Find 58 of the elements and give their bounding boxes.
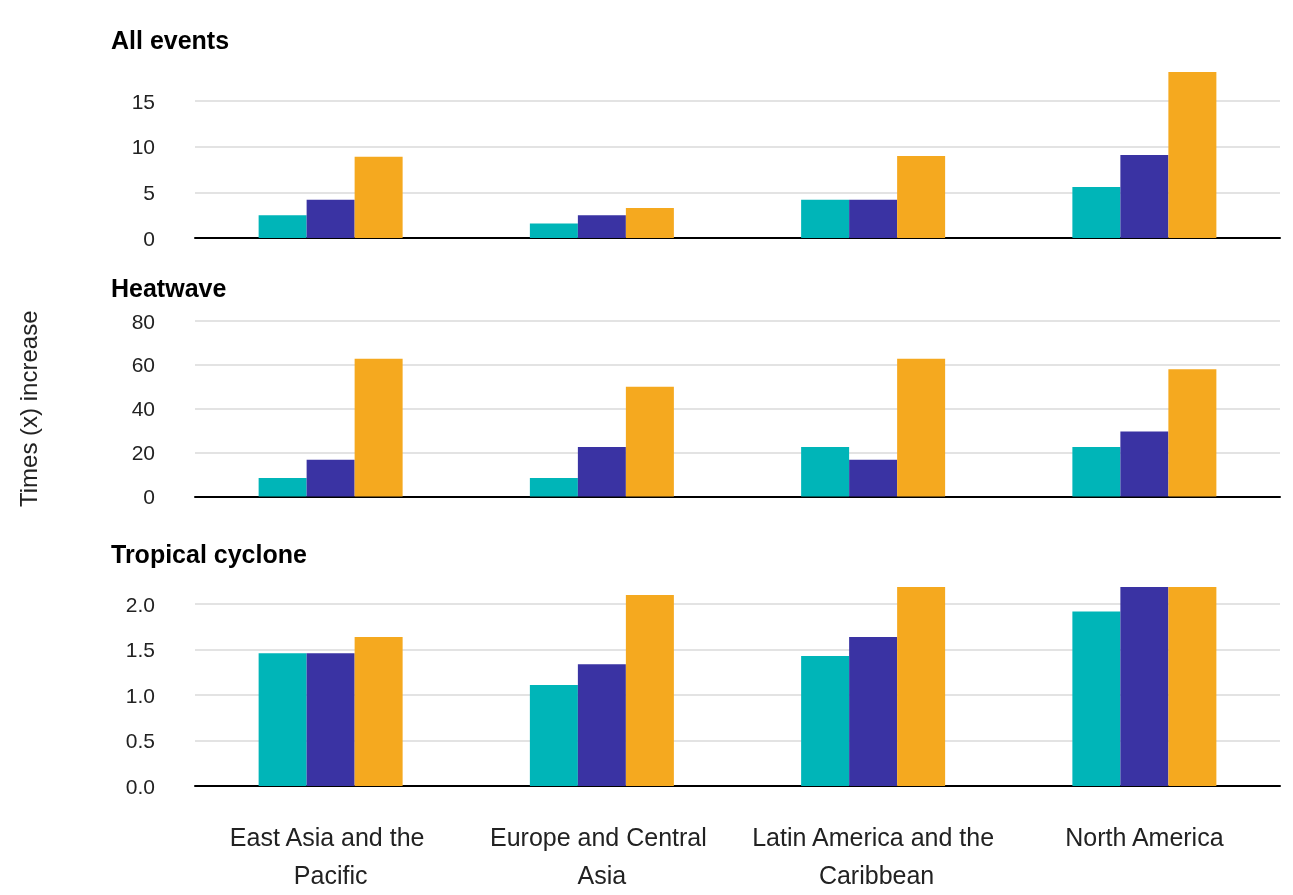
bar bbox=[625, 595, 674, 786]
y-tick-label: 5 bbox=[143, 180, 155, 204]
bar bbox=[1120, 586, 1169, 786]
x-tick-label: East Asia and the Pacific bbox=[229, 823, 432, 889]
chart-title: All events bbox=[111, 25, 230, 54]
bar bbox=[306, 653, 355, 786]
bar bbox=[258, 215, 307, 238]
bar bbox=[849, 636, 898, 786]
y-tick-label: 1.5 bbox=[125, 638, 155, 662]
bar bbox=[306, 459, 355, 497]
bar bbox=[625, 207, 674, 238]
x-tick-label: Europe and Central Asia bbox=[489, 823, 714, 889]
bar bbox=[306, 199, 355, 238]
y-tick-label: 0 bbox=[143, 226, 155, 250]
y-tick-label: 10 bbox=[131, 135, 155, 159]
bar bbox=[258, 653, 307, 786]
bar bbox=[1168, 369, 1217, 497]
bar bbox=[801, 656, 850, 786]
bar bbox=[529, 478, 578, 497]
chart-title: Heatwave bbox=[111, 273, 227, 302]
y-tick-label: 40 bbox=[131, 397, 155, 421]
bar bbox=[625, 386, 674, 497]
y-tick-label: 80 bbox=[131, 309, 155, 333]
x-tick-label: Latin America and the Caribbean bbox=[752, 823, 995, 889]
y-axis-title: Times (x) increase bbox=[14, 310, 42, 507]
bar bbox=[1072, 186, 1121, 238]
bar bbox=[1120, 155, 1169, 238]
bar bbox=[849, 459, 898, 497]
bar bbox=[529, 685, 578, 786]
bar bbox=[897, 358, 946, 497]
bar bbox=[897, 586, 946, 786]
y-tick-label: 2.0 bbox=[125, 592, 155, 616]
bar bbox=[577, 215, 626, 238]
bar bbox=[849, 199, 898, 238]
bar bbox=[529, 223, 578, 238]
bar bbox=[1168, 72, 1217, 238]
x-tick-label: North America bbox=[1065, 823, 1224, 851]
bar bbox=[801, 446, 850, 497]
bar bbox=[258, 478, 307, 497]
bar bbox=[801, 199, 850, 238]
chart-title: Tropical cyclone bbox=[111, 539, 308, 568]
y-tick-label: 60 bbox=[131, 353, 155, 377]
bar bbox=[354, 358, 403, 497]
bar bbox=[577, 664, 626, 786]
bar bbox=[354, 156, 403, 238]
bar bbox=[577, 446, 626, 497]
y-tick-label: 20 bbox=[131, 441, 155, 465]
y-tick-label: 0 bbox=[143, 485, 155, 509]
y-tick-label: 1.0 bbox=[125, 683, 155, 707]
bar bbox=[1120, 431, 1169, 497]
bar bbox=[1168, 586, 1217, 786]
y-tick-label: 0.5 bbox=[125, 729, 155, 753]
bar bbox=[1072, 446, 1121, 497]
bar bbox=[354, 636, 403, 786]
bar bbox=[897, 155, 946, 238]
bar bbox=[1072, 611, 1121, 786]
y-tick-label: 15 bbox=[131, 89, 155, 113]
y-tick-label: 0.0 bbox=[125, 774, 155, 798]
